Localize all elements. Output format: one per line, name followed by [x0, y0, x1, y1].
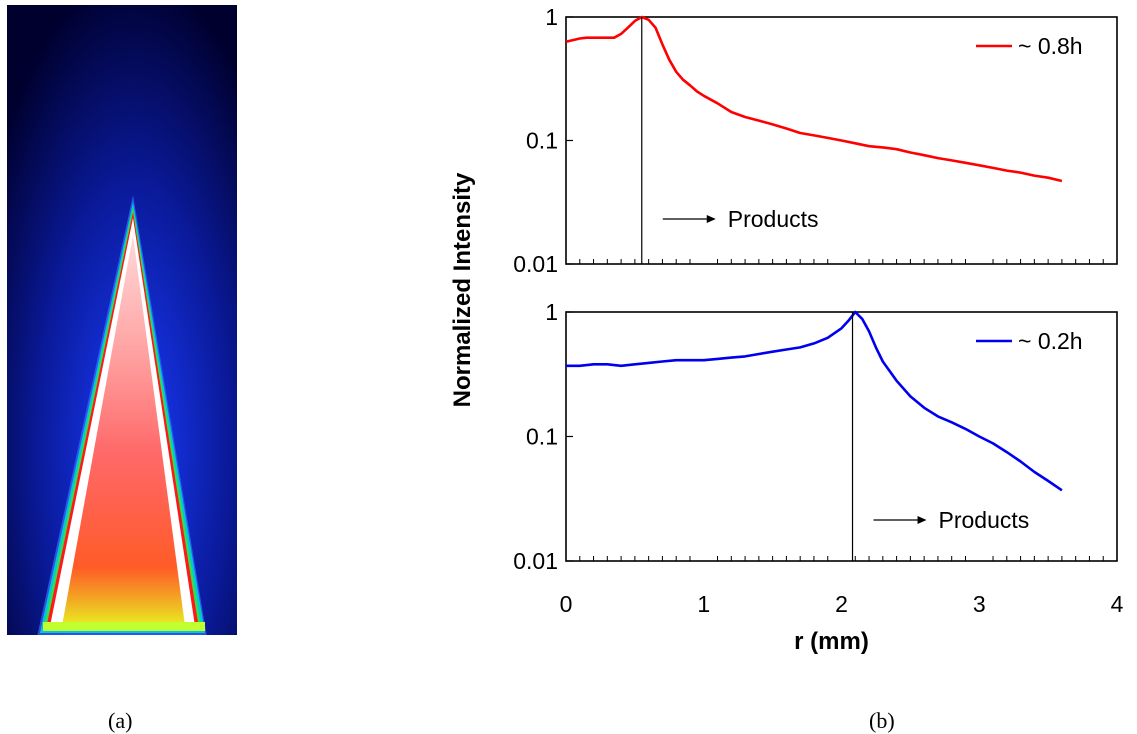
- flame-core: [62, 235, 185, 626]
- x-tick-label: 3: [973, 591, 986, 617]
- caption-a: (a): [108, 708, 133, 733]
- series-line: [565, 15, 1063, 183]
- products-label: Products: [728, 206, 819, 232]
- series-line: [566, 310, 1063, 492]
- legend-label: ~ 0.8h: [1018, 33, 1083, 59]
- x-tick-label: 0: [560, 591, 573, 617]
- y-tick-label: 0.1: [526, 424, 558, 450]
- y-tick-label: 0.01: [513, 548, 558, 574]
- flame-base: [43, 622, 205, 631]
- y-axis-label: Normalized Intensity: [449, 172, 476, 407]
- legend-label: ~ 0.2h: [1018, 328, 1083, 354]
- y-tick-label: 1: [545, 4, 558, 30]
- y-tick-label: 1: [545, 299, 558, 325]
- flame-image: [7, 5, 237, 635]
- y-tick-label: 0.01: [513, 251, 558, 277]
- x-tick-label: 1: [697, 591, 710, 617]
- y-tick-label: 0.1: [526, 128, 558, 154]
- caption-b: (b): [869, 708, 895, 733]
- products-arrow-head: [706, 215, 716, 223]
- x-axis-label: r (mm): [794, 628, 869, 655]
- products-arrow-head: [917, 516, 927, 524]
- x-tick-label: 4: [1111, 591, 1124, 617]
- products-label: Products: [939, 507, 1030, 533]
- x-tick-label: 2: [835, 591, 848, 617]
